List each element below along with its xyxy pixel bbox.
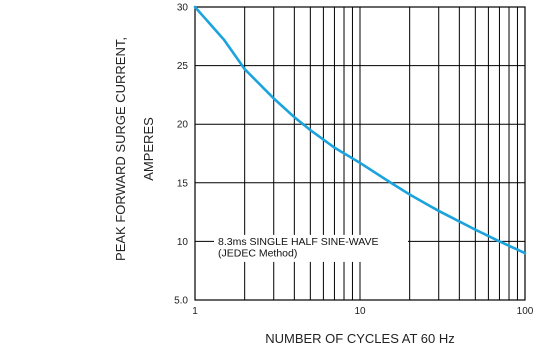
- tick-labels: 5.0 10 15 20 25 30 1 10 100: [174, 3, 534, 318]
- y-axis-label-line-1: PEAK FORWARD SURGE CURRENT,: [113, 37, 128, 261]
- annotation-background: [214, 234, 408, 262]
- y-axis-label-line-2: AMPERES: [141, 117, 156, 181]
- x-tick-label: 100: [517, 306, 534, 317]
- y-tick-label: 30: [177, 3, 189, 14]
- series-line: [193, 5, 527, 255]
- x-tick-label: 1: [192, 306, 198, 317]
- y-tick-label: 10: [177, 237, 189, 248]
- annotation-line-2: (JEDEC Method): [218, 247, 297, 259]
- y-tick-label: 5.0: [174, 296, 188, 307]
- grid: [194, 6, 526, 301]
- y-tick-label: 15: [177, 178, 189, 189]
- y-tick-label: 20: [177, 120, 189, 131]
- x-tick-label: 10: [354, 306, 366, 317]
- y-tick-label: 25: [177, 61, 189, 72]
- x-axis-label: NUMBER OF CYCLES AT 60 Hz: [265, 331, 455, 346]
- series-layer: [193, 5, 527, 255]
- annotation: 8.3ms SINGLE HALF SINE-WAVE (JEDEC Metho…: [214, 234, 408, 262]
- plot-frame: [194, 6, 526, 301]
- annotation-line-1: 8.3ms SINGLE HALF SINE-WAVE: [218, 236, 378, 248]
